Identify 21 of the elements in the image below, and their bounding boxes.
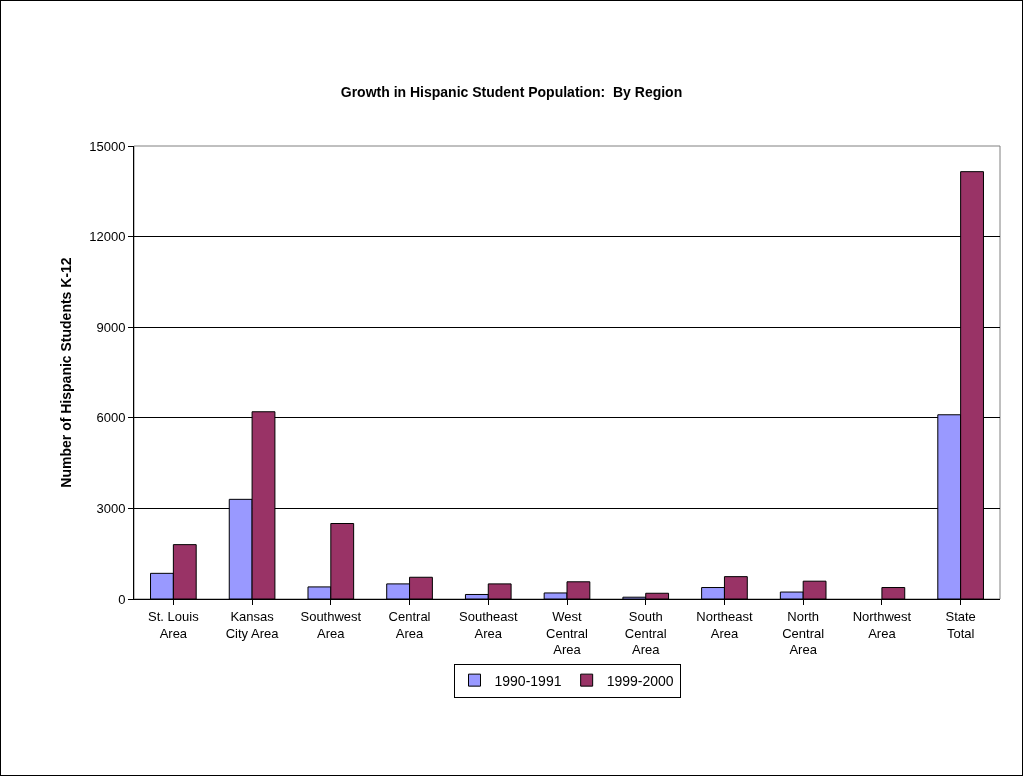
x-tick-label: Kansas City Area: [225, 608, 280, 641]
chart-title: Growth in Hispanic Student Population: By Region: [340, 84, 683, 101]
x-tick-label: West Central Area: [546, 608, 589, 658]
x-tick-label: Southwest Area: [300, 608, 362, 641]
x-tick-label: Northwest Area: [852, 608, 912, 641]
y-tick-label: 6000: [96, 410, 126, 426]
y-axis-title: Number of Hispanic Students K-12: [57, 257, 74, 488]
y-tick-label: 15000: [89, 138, 126, 154]
x-tick-label: Central Area: [388, 608, 431, 641]
y-tick-label: 3000: [96, 500, 126, 516]
x-tick-label: South Central Area: [624, 608, 667, 658]
x-tick-label: St. Louis Area: [148, 608, 200, 641]
x-tick-label: Southeast Area: [459, 608, 518, 641]
y-tick-label: 0: [118, 591, 126, 607]
x-tick-label: State Total: [945, 608, 976, 641]
y-tick-label: 12000: [89, 229, 126, 245]
x-tick-label: North Central Area: [782, 608, 825, 658]
legend-label: 1990-1991: [494, 672, 562, 689]
x-tick-label: Northeast Area: [696, 608, 754, 641]
legend-label: 1999-2000: [606, 672, 674, 689]
y-tick-label: 9000: [96, 319, 126, 335]
